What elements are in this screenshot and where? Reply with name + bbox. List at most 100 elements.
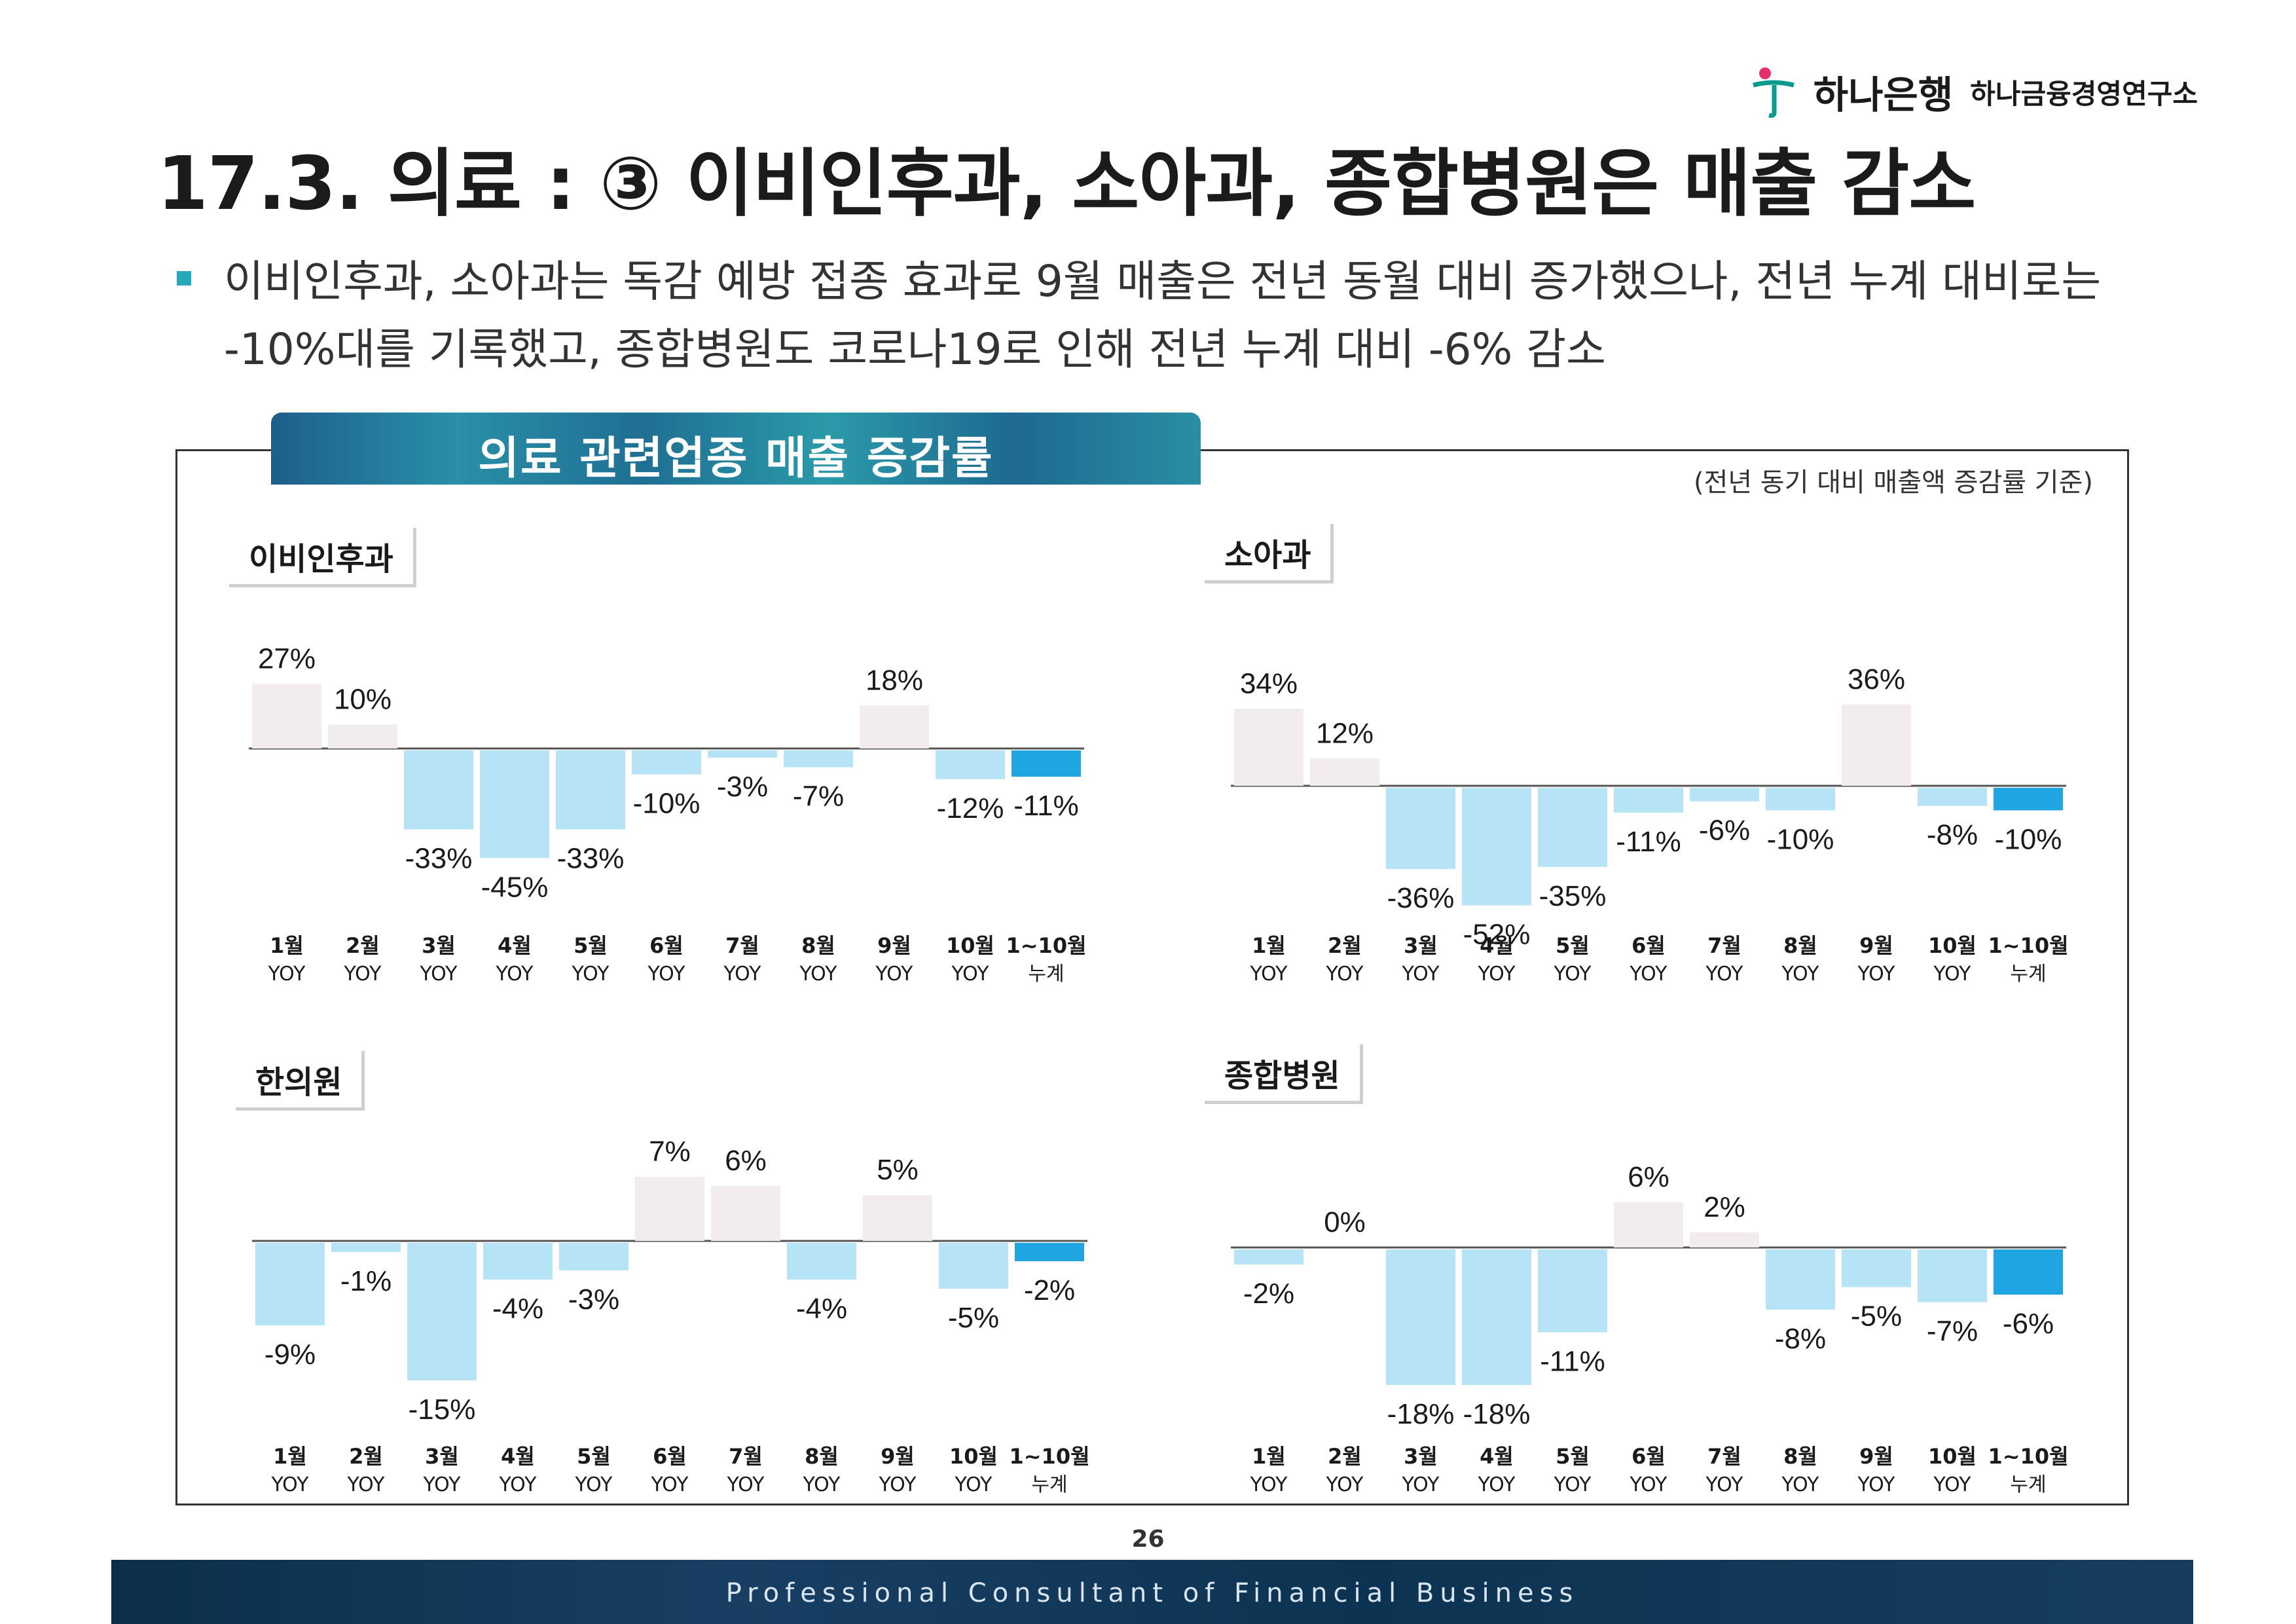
- tick-label: 1~10월: [1006, 933, 1086, 958]
- data-label: 6%: [1628, 1161, 1669, 1193]
- bar-1월-YOY: [1234, 709, 1303, 786]
- data-label: -35%: [1539, 880, 1607, 912]
- data-label: -3%: [717, 771, 768, 803]
- tick-sublabel: YOY: [1857, 1473, 1896, 1496]
- tick-label: 7월: [729, 1444, 763, 1469]
- tick-label: 6월: [1631, 1444, 1666, 1469]
- data-label: -52%: [1463, 918, 1531, 950]
- tick-sublabel: YOY: [1478, 963, 1516, 986]
- bar-3월-YOY: [404, 750, 473, 830]
- bar-2월-YOY: [331, 1243, 401, 1252]
- tick-sublabel: YOY: [1630, 1473, 1668, 1496]
- bar-1~10월-누계: [1015, 1243, 1084, 1261]
- tick-label: 3월: [1404, 1444, 1438, 1469]
- tick-sublabel: YOY: [1781, 963, 1820, 986]
- tick-sublabel: YOY: [1326, 1473, 1364, 1496]
- tick-sublabel: YOY: [955, 1473, 993, 1496]
- data-label: -10%: [1767, 824, 1834, 856]
- bar-5월-YOY: [1538, 1249, 1607, 1333]
- tick-label: 1월: [1252, 933, 1286, 958]
- tick-sublabel: YOY: [1781, 1473, 1820, 1496]
- tick-label: 8월: [805, 1444, 839, 1469]
- tick-label: 5월: [577, 1444, 611, 1469]
- data-label: -5%: [948, 1302, 999, 1334]
- data-label: 2%: [1704, 1191, 1745, 1223]
- page-title: 17.3. 의료 : ③ 이비인후과, 소아과, 종합병원은 매출 감소: [157, 141, 1976, 227]
- tick-label: 3월: [425, 1444, 459, 1469]
- data-label: -8%: [1927, 819, 1978, 851]
- tick-label: 2월: [349, 1444, 383, 1469]
- data-label: 7%: [649, 1135, 691, 1168]
- tick-sublabel: YOY: [268, 963, 306, 986]
- bar-1~10월-누계: [1994, 788, 2063, 811]
- tick-sublabel: YOY: [951, 963, 990, 986]
- data-label: 5%: [877, 1154, 919, 1186]
- tick-sublabel: YOY: [1554, 1473, 1592, 1496]
- data-label: -33%: [405, 842, 473, 874]
- data-label: -33%: [557, 842, 625, 874]
- tick-label: 4월: [501, 1444, 535, 1469]
- data-label: -8%: [1775, 1323, 1826, 1355]
- tick-sublabel: YOY: [423, 1473, 462, 1496]
- data-label: -36%: [1387, 882, 1455, 914]
- tick-label: 4월: [1480, 933, 1514, 958]
- chart-title: 소아과: [1205, 524, 1334, 583]
- tick-sublabel: 누계: [1028, 963, 1064, 986]
- tick-label: 4월: [1480, 1444, 1514, 1469]
- tick-label: 9월: [1859, 1444, 1893, 1469]
- data-label: -1%: [340, 1265, 392, 1297]
- tick-label: 2월: [1328, 1444, 1362, 1469]
- data-label: -7%: [793, 781, 844, 813]
- tick-sublabel: YOY: [1250, 963, 1288, 986]
- bar-4월-YOY: [483, 1243, 553, 1280]
- bar-7월-YOY: [708, 750, 777, 758]
- bar-1월-YOY: [252, 684, 321, 748]
- tick-label: 7월: [725, 933, 759, 958]
- tick-label: 1~10월: [1988, 1444, 2068, 1469]
- data-label: -15%: [409, 1393, 476, 1426]
- chart-oriental-medicine-plot: -9% 1월 YOY -1% 2월 YOY -15% 3월 YOY -4% 4월 YOY -3% 5월 YO…: [252, 1135, 1090, 1496]
- tick-sublabel: YOY: [1250, 1473, 1288, 1496]
- tick-sublabel: 누계: [2010, 963, 2046, 986]
- chart-general-hospital-plot: -2% 1월 YOY 0% 2월 YOY -18% 3월 YOY -18% 4월 YOY -11% 5월 Y…: [1231, 1161, 2069, 1496]
- tick-label: 10월: [946, 933, 994, 958]
- tick-label: 1월: [273, 1444, 307, 1469]
- tick-sublabel: YOY: [1933, 1473, 1972, 1496]
- bar-7월-YOY: [711, 1186, 780, 1241]
- bar-9월-YOY: [1842, 1249, 1911, 1287]
- tick-label: 9월: [1859, 933, 1893, 958]
- chart-general-hospital: 종합병원 -2% 1월 YOY 0% 2월 YOY -18% 3월 YOY -18% 4월 YOY -1…: [1205, 1044, 2088, 1503]
- footer-band: Professional Consultant of Financial Bus…: [111, 1560, 2193, 1624]
- bar-9월-YOY: [863, 1195, 932, 1241]
- tick-label: 2월: [346, 933, 380, 958]
- bar-1~10월-누계: [1011, 750, 1081, 777]
- data-label: 36%: [1848, 663, 1905, 695]
- tick-label: 2월: [1328, 933, 1362, 958]
- tick-label: 5월: [1556, 1444, 1590, 1469]
- bar-2월-YOY: [328, 724, 397, 748]
- bar-5월-YOY: [556, 750, 625, 830]
- data-label: -2%: [1024, 1274, 1075, 1306]
- chart-title: 종합병원: [1205, 1044, 1363, 1104]
- data-label: 12%: [1316, 718, 1374, 750]
- tick-label: 1월: [1252, 1444, 1286, 1469]
- data-label: 10%: [334, 684, 392, 716]
- bar-7월-YOY: [1690, 788, 1759, 802]
- tick-sublabel: YOY: [347, 1473, 386, 1496]
- bar-9월-YOY: [1842, 704, 1911, 786]
- bar-2월-YOY: [1310, 758, 1379, 786]
- bar-9월-YOY: [860, 705, 929, 748]
- chart-pediatrics: 소아과 34% 1월 YOY 12% 2월 YOY -36% 3월 YOY -52% 4월 YOY -3…: [1205, 524, 2088, 995]
- tick-sublabel: YOY: [1705, 963, 1744, 986]
- tick-sublabel: YOY: [875, 963, 914, 986]
- bar-8월-YOY: [787, 1243, 856, 1280]
- data-label: -11%: [1013, 790, 1078, 822]
- tick-label: 9월: [877, 933, 911, 958]
- bar-1~10월-누계: [1994, 1249, 2063, 1295]
- hana-logo-icon: [1752, 67, 1795, 118]
- tick-label: 6월: [653, 1444, 687, 1469]
- data-label: -11%: [1540, 1346, 1605, 1378]
- data-label: -11%: [1616, 826, 1681, 858]
- data-label: 18%: [866, 664, 923, 696]
- brand-logo: 하나은행 하나금융경영연구소: [1751, 64, 2198, 119]
